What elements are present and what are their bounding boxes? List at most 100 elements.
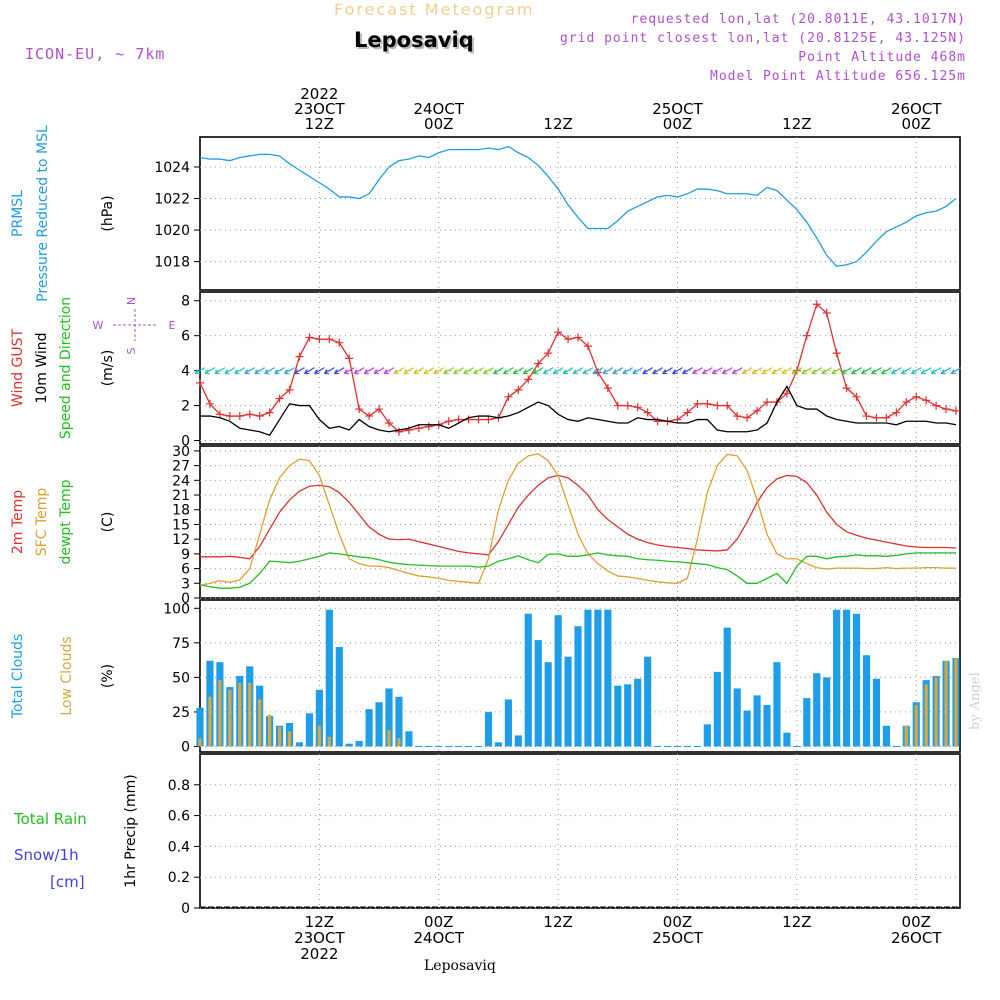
gust-marker <box>375 405 384 414</box>
gust-marker <box>942 405 951 414</box>
wind-direction-arrow <box>522 367 534 375</box>
gust-marker <box>892 408 901 417</box>
wind-direction-arrow <box>711 367 723 375</box>
wind-direction-arrow <box>502 367 514 375</box>
gust-marker <box>205 399 214 408</box>
gust-marker <box>484 415 493 424</box>
gust-marker <box>424 422 433 431</box>
wind-direction-arrow <box>632 367 643 375</box>
wind-direction-arrow <box>930 367 942 375</box>
gust-marker <box>912 392 921 401</box>
clouds-frame <box>199 599 961 753</box>
wind-direction-arrow <box>492 367 504 375</box>
gust-marker <box>414 424 423 433</box>
top-time-label: 00Z <box>902 115 931 133</box>
wind-direction-arrow <box>771 367 783 375</box>
wind-direction-arrow <box>473 367 484 375</box>
wind-direction-arrow <box>821 367 832 375</box>
gust-marker <box>872 413 881 422</box>
requested-coords: requested lon,lat (20.8011E, 43.1017N) <box>630 12 966 27</box>
wind-direction-arrow <box>284 367 295 375</box>
precip-legend-label: Snow/1h <box>14 846 79 864</box>
gust-marker <box>305 333 314 342</box>
wind-direction-arrow <box>214 367 226 375</box>
total-cloud-bar <box>614 685 622 747</box>
low-cloud-bar <box>248 682 252 747</box>
gust-marker <box>673 415 682 424</box>
total-cloud-bar <box>843 609 851 747</box>
wind-direction-arrow <box>323 367 335 375</box>
low-cloud-bar <box>258 699 262 747</box>
low-cloud-bar <box>198 738 202 747</box>
wind-direction-arrow <box>453 367 464 375</box>
total-cloud-bar <box>395 696 403 747</box>
gust-marker <box>713 401 722 410</box>
total-cloud-bar <box>723 627 731 747</box>
y-tick-label: 0 <box>181 901 190 917</box>
y-tick-label: 25 <box>172 705 190 721</box>
total-cloud-bar <box>743 710 751 747</box>
wind-direction-arrow <box>761 367 773 375</box>
gust-marker <box>454 415 463 424</box>
gust-marker <box>444 417 453 426</box>
gust-marker <box>653 417 662 426</box>
wind-direction-arrow <box>642 367 653 375</box>
y-tick-label: 0.2 <box>168 870 190 886</box>
wind-direction-arrow <box>552 367 564 375</box>
info-block: requested lon,lat (20.8011E, 43.1017N) g… <box>560 10 966 86</box>
wind-direction-arrow <box>274 367 285 375</box>
wind-direction-arrow <box>831 367 842 375</box>
y-tick-label: 100 <box>163 601 190 617</box>
y-tick-label: 50 <box>172 670 190 686</box>
total-cloud-bar <box>305 713 314 747</box>
precip-panel: 0 0.2 0.4 0.6 0.8 Total Rain Snow/1h [cm] 1hr Pr… <box>13 753 961 917</box>
y-tick-label: 30 <box>172 444 190 460</box>
y-tick-label: 1022 <box>154 192 190 208</box>
wind-direction-arrow <box>612 367 624 375</box>
low-cloud-bar <box>327 736 331 747</box>
total-cloud-bar <box>514 735 522 747</box>
low-cloud-bar <box>924 684 928 747</box>
y-tick-label: 9 <box>181 547 190 563</box>
gust-marker <box>215 410 224 419</box>
total-cloud-bar <box>783 732 791 747</box>
wind-direction-arrow <box>333 367 345 375</box>
gust-marker <box>902 398 911 407</box>
gust-marker <box>952 406 961 415</box>
low-cloud-bar <box>208 696 212 747</box>
gust-marker <box>335 338 344 347</box>
y-tick-label: 1020 <box>154 223 190 239</box>
total-cloud-bar <box>803 698 811 747</box>
total-cloud-bar <box>315 689 323 747</box>
wind-direction-arrow <box>413 367 425 375</box>
y-tick-label: 8 <box>181 294 190 310</box>
gust-marker <box>255 412 264 421</box>
total-cloud-bar <box>703 724 711 747</box>
wind-direction-arrow <box>244 367 256 375</box>
bottom-time-label: 26OCT <box>891 929 942 947</box>
wind-direction-arrow <box>920 367 932 375</box>
low-cloud-bar <box>387 729 391 747</box>
y-tick-label: 0.8 <box>168 778 190 794</box>
compass-east: E <box>169 319 176 332</box>
gust-marker <box>265 408 274 417</box>
location-title: Leposaviq <box>354 28 474 52</box>
compass-cross <box>113 309 157 341</box>
wind-direction-arrow <box>731 367 743 375</box>
bottom-time-label: 12Z <box>782 913 811 931</box>
total-cloud-bar <box>325 609 333 747</box>
gust-marker <box>842 384 851 393</box>
wind-direction-arrow <box>542 367 554 375</box>
top-time-label: 25OCT <box>652 100 703 118</box>
y-tick-label: 18 <box>172 503 190 519</box>
wind-direction-arrow <box>532 367 544 375</box>
wind-direction-arrow <box>373 367 385 375</box>
wind-direction-arrow <box>224 367 236 375</box>
wind-direction-arrow <box>433 367 445 375</box>
y-tick-label: 4 <box>181 364 190 380</box>
y-tick-label: 3 <box>181 576 190 592</box>
total-cloud-bar <box>634 678 642 747</box>
total-cloud-bar <box>713 671 721 747</box>
total-cloud-bar <box>852 613 861 747</box>
gust-marker <box>196 378 204 387</box>
